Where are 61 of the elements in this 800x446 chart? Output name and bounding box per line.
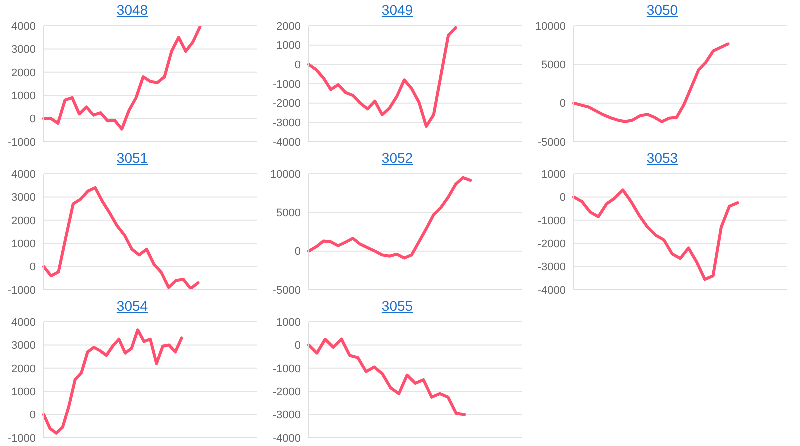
y-tick-label: 0 — [294, 60, 301, 72]
line-series — [42, 26, 202, 131]
chart-title: 3049 — [380, 1, 414, 20]
y-tick-label: 2000 — [12, 215, 36, 228]
y-tick-label: 2000 — [276, 20, 301, 33]
y-tick-label: 2000 — [12, 363, 36, 376]
y-tick-label: -1000 — [8, 136, 36, 149]
y-tick-label: -3000 — [538, 262, 566, 274]
y-tick-label: 2000 — [12, 67, 36, 80]
chart-title: 3048 — [116, 1, 150, 20]
y-tick-label: 1000 — [12, 90, 36, 103]
chart-title: 3055 — [380, 297, 414, 316]
chart-title: 3053 — [646, 149, 680, 168]
chart-title: 3050 — [646, 1, 680, 20]
y-tick-label: 1000 — [542, 168, 566, 181]
line-series — [42, 186, 200, 290]
y-tick-label: 0 — [30, 410, 36, 422]
y-tick-label: -3000 — [272, 410, 301, 422]
y-tick-label: 3000 — [12, 44, 36, 56]
y-tick-label: 5000 — [276, 208, 301, 220]
y-tick-label: -1000 — [272, 78, 301, 91]
y-tick-label: 1000 — [12, 238, 36, 251]
line-series — [572, 188, 740, 282]
y-tick-label: -5000 — [538, 136, 566, 149]
line-series — [308, 26, 458, 128]
line-series — [572, 42, 730, 124]
y-tick-label: 10000 — [270, 168, 301, 181]
chart-title: 3054 — [116, 297, 150, 316]
y-tick-label: 0 — [30, 262, 36, 274]
y-tick-label: 5000 — [542, 60, 566, 72]
y-tick-label: -1000 — [8, 284, 36, 297]
y-tick-label: 1000 — [12, 386, 36, 399]
y-tick-label: 0 — [294, 340, 301, 352]
y-tick-label: -4000 — [272, 136, 301, 149]
y-tick-label: -4000 — [538, 284, 566, 297]
y-tick-label: 4000 — [12, 316, 36, 329]
y-tick-label: 1000 — [276, 40, 301, 52]
line-series — [42, 328, 184, 435]
y-tick-label: 4000 — [12, 168, 36, 181]
y-tick-label: 0 — [30, 114, 36, 126]
line-series — [308, 338, 466, 416]
y-tick-label: -2000 — [272, 98, 301, 110]
chart-title: 3052 — [380, 149, 414, 168]
y-tick-label: -1000 — [272, 363, 301, 376]
y-tick-label: -2000 — [272, 386, 301, 399]
y-tick-label: 3000 — [12, 192, 36, 204]
y-tick-label: 0 — [560, 192, 566, 204]
y-tick-label: -1000 — [538, 215, 566, 228]
y-tick-label: 0 — [294, 246, 301, 258]
line-series — [308, 176, 472, 260]
y-tick-label: 0 — [560, 98, 566, 110]
y-tick-label: 1000 — [276, 316, 301, 329]
y-tick-label: 4000 — [12, 20, 36, 33]
y-tick-label: 10000 — [535, 20, 566, 33]
y-tick-label: -1000 — [8, 432, 36, 445]
y-tick-label: -5000 — [272, 284, 301, 297]
chart-title: 3051 — [116, 149, 150, 168]
y-tick-label: -2000 — [538, 238, 566, 251]
y-tick-label: -3000 — [272, 118, 301, 130]
y-tick-label: 3000 — [12, 340, 36, 352]
y-tick-label: -4000 — [272, 432, 301, 445]
